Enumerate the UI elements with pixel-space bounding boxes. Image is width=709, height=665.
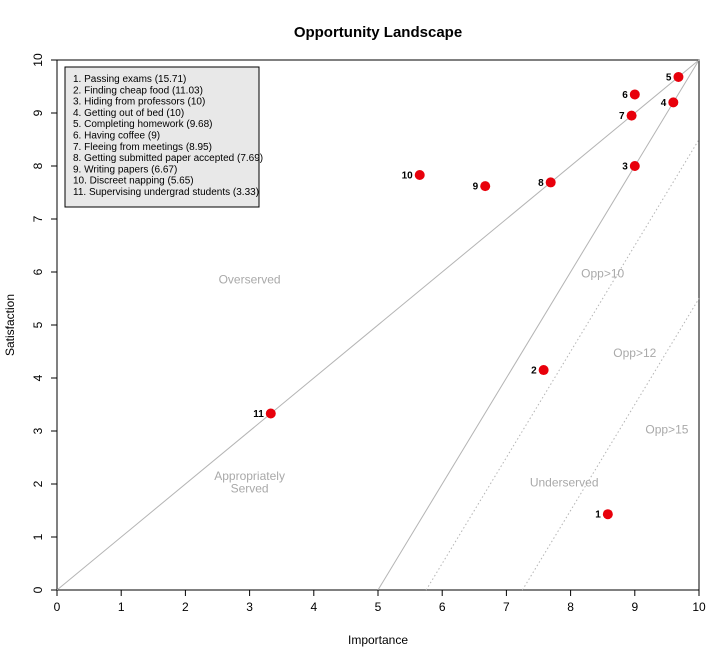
x-tick-label: 2 — [182, 600, 189, 614]
x-tick-label: 5 — [375, 600, 382, 614]
legend-entry: 7. Fleeing from meetings (8.95) — [73, 142, 212, 153]
legend-entry: 8. Getting submitted paper accepted (7.6… — [73, 153, 263, 164]
data-point-label: 11 — [253, 409, 264, 420]
x-tick-label: 0 — [54, 600, 61, 614]
x-tick-label: 10 — [692, 600, 706, 614]
x-tick-label: 8 — [567, 600, 574, 614]
data-point-label: 9 — [473, 182, 479, 193]
y-tick-label: 5 — [31, 321, 45, 328]
y-tick-label: 10 — [31, 53, 45, 67]
reference-lines — [56, 59, 700, 591]
data-point-1 — [602, 509, 613, 520]
reference-line-opp10 — [377, 59, 700, 591]
region-label: Appropriately — [214, 469, 285, 483]
x-axis: 0 1 2 3 4 5 6 7 8 9 10 — [54, 590, 706, 614]
data-points: 1 2 3 4 5 6 7 8 9 10 11 — [253, 71, 684, 521]
data-point-4 — [668, 97, 679, 108]
x-tick-label: 6 — [439, 600, 446, 614]
data-point-10 — [414, 170, 425, 181]
y-axis: 0 1 2 3 4 5 6 7 8 9 10 — [31, 53, 57, 593]
legend-entry: 9. Writing papers (6.67) — [73, 164, 177, 175]
reference-line-opp12 — [425, 139, 700, 591]
x-tick-label: 9 — [631, 600, 638, 614]
y-tick-label: 1 — [31, 533, 45, 540]
legend: 1. Passing exams (15.71)2. Finding cheap… — [64, 66, 263, 208]
region-label: Served — [231, 481, 269, 495]
reference-line-opp15 — [522, 298, 700, 591]
y-tick-label: 4 — [31, 374, 45, 381]
y-tick-label: 3 — [31, 427, 45, 434]
data-point-11 — [265, 408, 276, 419]
data-point-label: 6 — [622, 90, 628, 101]
x-tick-label: 3 — [246, 600, 253, 614]
x-tick-label: 1 — [118, 600, 125, 614]
x-axis-label: Importance — [348, 633, 408, 647]
y-tick-label: 2 — [31, 480, 45, 487]
region-label: Underserved — [530, 476, 599, 490]
data-point-5 — [673, 71, 684, 82]
data-point-label: 10 — [402, 171, 414, 182]
data-point-8 — [545, 177, 556, 188]
legend-entry: 6. Having coffee (9) — [73, 131, 160, 142]
data-point-9 — [480, 181, 491, 192]
data-point-2 — [538, 365, 549, 376]
data-point-label: 5 — [666, 72, 672, 83]
data-point-label: 3 — [622, 162, 628, 173]
x-tick-label: 7 — [503, 600, 510, 614]
data-point-label: 2 — [531, 366, 537, 377]
y-tick-label: 6 — [31, 268, 45, 275]
data-point-7 — [626, 110, 637, 121]
data-point-label: 1 — [595, 510, 601, 521]
chart-title: Opportunity Landscape — [294, 24, 462, 41]
x-tick-label: 4 — [310, 600, 317, 614]
legend-entry: 5. Completing homework (9.68) — [73, 119, 213, 130]
reference-line-diagonal — [56, 59, 700, 591]
legend-entry: 4. Getting out of bed (10) — [73, 108, 184, 119]
legend-box — [64, 66, 260, 208]
region-label: Opp>12 — [613, 346, 656, 360]
legend-entry: 11. Supervising undergrad students (3.33… — [73, 187, 259, 198]
legend-entry: 1. Passing exams (15.71) — [73, 74, 186, 85]
data-point-label: 4 — [661, 98, 667, 109]
y-tick-label: 9 — [31, 109, 45, 116]
y-axis-label: Satisfaction — [3, 294, 17, 356]
data-point-label: 8 — [538, 178, 544, 189]
y-tick-label: 8 — [31, 162, 45, 169]
legend-entry: 2. Finding cheap food (11.03) — [73, 85, 203, 96]
region-label: Opp>15 — [645, 423, 688, 437]
region-label: Overserved — [219, 273, 281, 287]
y-tick-label: 0 — [31, 586, 45, 593]
region-label: Opp>10 — [581, 266, 624, 280]
data-point-6 — [629, 89, 640, 100]
data-point-3 — [629, 161, 640, 171]
y-tick-label: 7 — [31, 215, 45, 222]
legend-entry: 10. Discreet napping (5.65) — [73, 176, 194, 187]
legend-entry: 3. Hiding from professors (10) — [73, 97, 205, 108]
data-point-label: 7 — [619, 111, 625, 122]
